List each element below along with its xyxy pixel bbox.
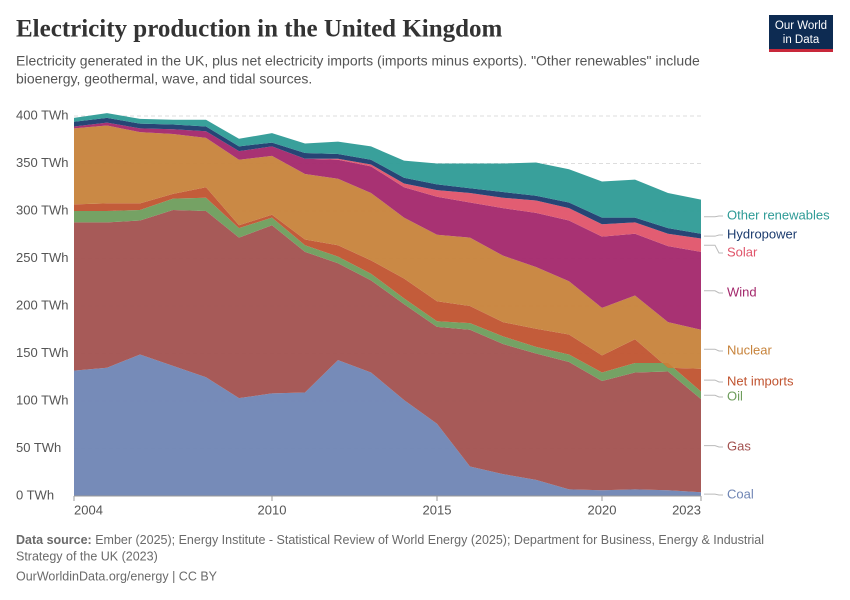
legend-label: Oil <box>727 388 743 403</box>
y-tick-label: 200 TWh <box>16 297 69 312</box>
footer[interactable]: OurWorldinData.org/energy | CC BY <box>16 569 218 583</box>
legend-connector <box>704 493 723 496</box>
x-tick-label: 2004 <box>74 502 103 517</box>
legend-connector <box>704 394 723 398</box>
legend-label: Hydropower <box>727 226 798 241</box>
y-tick-label: 50 TWh <box>16 440 61 455</box>
chart-title: Electricity production in the United Kin… <box>16 16 503 43</box>
y-tick-label: 300 TWh <box>16 202 69 217</box>
legend-connector <box>704 348 723 352</box>
legend-label: Nuclear <box>727 342 772 357</box>
legend-connector <box>704 215 723 218</box>
y-tick-label: 0 TWh <box>16 487 54 502</box>
legend-label: Solar <box>727 244 758 259</box>
area <box>74 187 701 392</box>
legend-label: Other renewables <box>727 207 830 222</box>
logo-bar <box>769 49 833 52</box>
y-tick-label: 350 TWh <box>16 155 69 170</box>
area <box>74 122 701 330</box>
legend-label: Gas <box>727 438 751 453</box>
logo-text: Our World <box>775 20 827 32</box>
x-tick-label: 2023 <box>672 502 701 517</box>
area <box>74 125 701 369</box>
x-tick-label: 2020 <box>588 502 617 517</box>
logo-text: in Data <box>783 34 820 46</box>
source: Data source: Ember (2025); Energy Instit… <box>16 533 764 547</box>
legend-connector <box>704 234 723 237</box>
area <box>74 210 701 493</box>
legend-label: Wind <box>727 284 757 299</box>
subtitle: bioenergy, geothermal, wave, and tidal s… <box>16 71 312 87</box>
logo[interactable] <box>769 15 833 50</box>
area <box>74 197 701 400</box>
source-text: Ember (2025); Energy Institute - Statist… <box>95 533 764 547</box>
source-label: Data source: <box>16 533 92 547</box>
legend-connector <box>704 445 723 448</box>
y-tick-label: 100 TWh <box>16 392 69 407</box>
x-tick-label: 2010 <box>258 502 287 517</box>
legend-connector <box>704 379 723 383</box>
x-tick-label: 2015 <box>423 502 452 517</box>
legend-label: Coal <box>727 486 754 501</box>
legend-connector <box>704 290 723 294</box>
source-text: Strategy of the UK (2023) <box>16 549 158 563</box>
subtitle: Electricity generated in the UK, plus ne… <box>16 53 700 69</box>
area <box>74 113 701 234</box>
y-tick-label: 400 TWh <box>16 107 69 122</box>
legend-connector <box>704 244 723 254</box>
legend-label: Net imports <box>727 373 794 388</box>
area <box>74 354 701 496</box>
y-tick-label: 150 TWh <box>16 345 69 360</box>
y-tick-label: 250 TWh <box>16 250 69 265</box>
